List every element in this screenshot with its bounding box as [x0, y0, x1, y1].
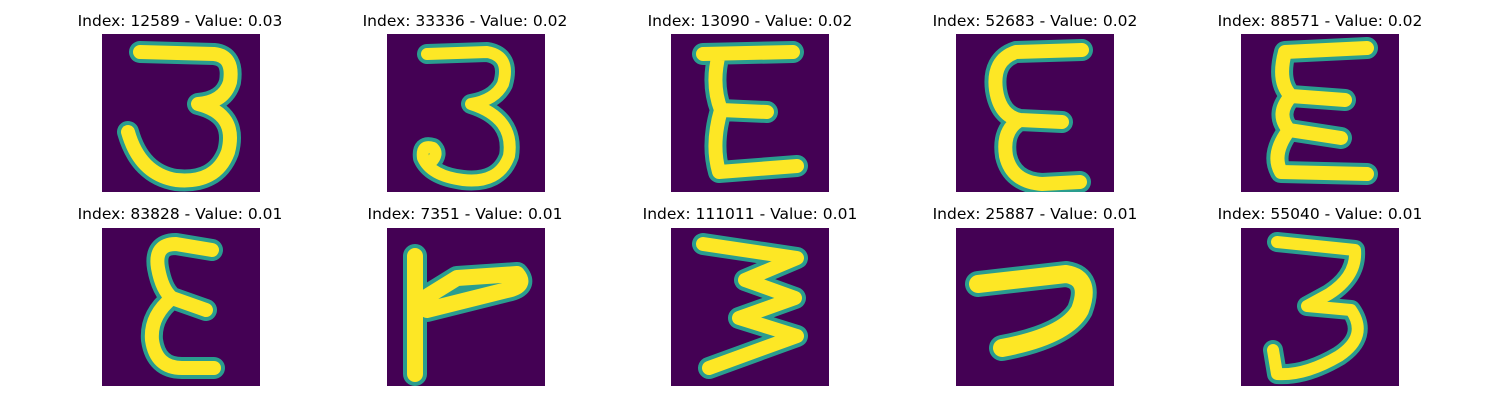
- glyph-hook: [965, 261, 1097, 361]
- panel-title-1: Index: 12589 - Value: 0.03: [77, 12, 283, 30]
- glyph-sigma-like: [1266, 37, 1378, 185]
- panel-title-7: Index: 7351 - Value: 0.01: [367, 205, 563, 223]
- glyph-3-zigzag: [692, 233, 808, 379]
- panel-title-4: Index: 52683 - Value: 0.02: [932, 12, 1138, 30]
- digit-image-6: [102, 228, 260, 386]
- digit-image-3: [671, 34, 829, 192]
- panel-title-2: Index: 33336 - Value: 0.02: [362, 12, 568, 30]
- digit-image-4: [956, 34, 1114, 192]
- digit-image-1: [102, 34, 260, 192]
- glyph-3-curly: [117, 41, 242, 192]
- digit-image-5: [1241, 34, 1399, 192]
- digit-image-2: [387, 34, 545, 192]
- panel-title-3: Index: 13090 - Value: 0.02: [647, 12, 853, 30]
- panel-title-8: Index: 111011 - Value: 0.01: [642, 205, 858, 223]
- digit-image-8: [671, 228, 829, 386]
- panel-title-9: Index: 25887 - Value: 0.01: [932, 205, 1138, 223]
- panel-title-6: Index: 83828 - Value: 0.01: [77, 205, 283, 223]
- digit-image-10: [1241, 228, 1399, 386]
- panel-title-10: Index: 55040 - Value: 0.01: [1217, 205, 1423, 223]
- glyph-E-boxy: [692, 41, 808, 183]
- glyph-L-rotated: [403, 244, 533, 386]
- glyph-E-curved: [984, 39, 1093, 192]
- panel-title-5: Index: 88571 - Value: 0.02: [1217, 12, 1423, 30]
- glyph-E-script: [140, 233, 225, 379]
- digit-image-7: [387, 228, 545, 386]
- digit-image-9: [956, 228, 1114, 386]
- glyph-3-hooked: [1263, 232, 1368, 385]
- glyph-3-round: [412, 42, 520, 191]
